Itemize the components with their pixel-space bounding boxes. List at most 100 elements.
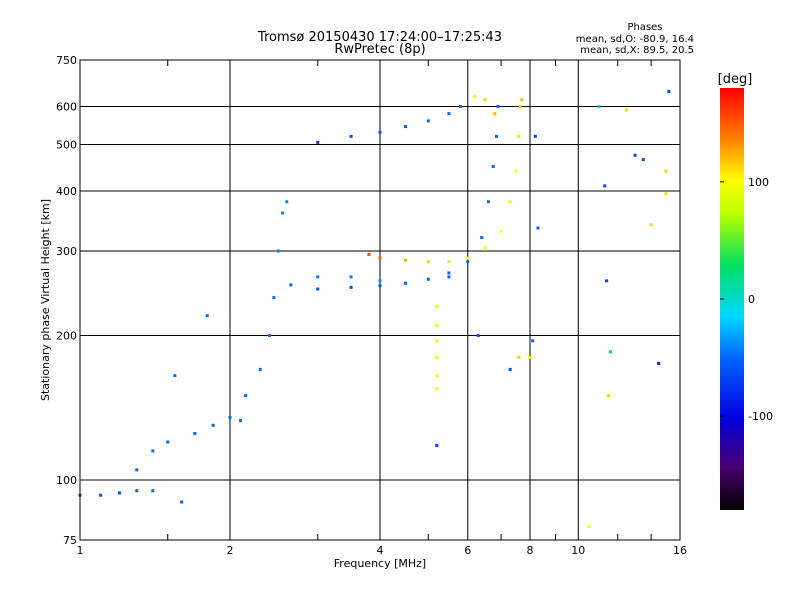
- data-point-0-18: [289, 283, 293, 287]
- data-point-2-12: [528, 355, 532, 359]
- data-point-0-5: [135, 468, 139, 472]
- data-point-2-9: [493, 112, 497, 116]
- y-axis-label: Stationary phase Virtual Height [km]: [39, 199, 52, 401]
- x-tick-label-6: 16: [673, 544, 687, 557]
- data-point-1-7: [499, 229, 503, 233]
- data-point-2-2: [435, 339, 439, 343]
- phases-x-stats: mean, sd,X: 89.5, 20.5: [580, 45, 694, 56]
- data-point-0-9: [211, 423, 215, 427]
- data-point-2-6: [473, 94, 477, 98]
- data-point-2-1: [435, 323, 439, 327]
- data-point-2-5: [435, 387, 439, 391]
- data-point-2-28: [664, 192, 668, 196]
- y-tick-label-3: 300: [56, 245, 77, 258]
- data-point-2-10: [508, 367, 512, 371]
- data-point-0-12: [258, 367, 262, 371]
- data-point-0-6: [151, 449, 155, 453]
- data-point-0-39: [349, 275, 353, 279]
- data-point-0-13: [267, 334, 271, 338]
- colorbar-tick-label-2: -100: [748, 410, 773, 423]
- phases-heading: Phases: [627, 22, 662, 33]
- y-tick-label-5: 500: [56, 139, 77, 152]
- data-point-2-34: [435, 444, 439, 448]
- data-point-2-26: [657, 361, 661, 365]
- data-point-0-37: [458, 105, 462, 109]
- data-point-0-27: [486, 200, 490, 204]
- data-point-2-15: [536, 226, 540, 230]
- data-point-0-15: [276, 249, 280, 253]
- y-tick-label-7: 750: [56, 54, 77, 67]
- data-point-2-22: [625, 108, 629, 112]
- data-point-0-22: [403, 281, 407, 285]
- data-point-0-2: [117, 491, 121, 495]
- data-point-0-24: [447, 271, 451, 275]
- data-point-2-18: [603, 184, 607, 188]
- x-tick-label-1: 2: [227, 544, 234, 557]
- data-point-2-31: [173, 374, 177, 378]
- y-tick-label-2: 200: [56, 330, 77, 343]
- data-point-2-21: [608, 350, 612, 354]
- data-point-2-20: [607, 394, 611, 398]
- data-point-2-0: [435, 304, 439, 308]
- data-point-2-27: [664, 169, 668, 173]
- data-point-0-32: [349, 134, 353, 138]
- data-point-2-35: [447, 275, 451, 279]
- data-point-2-29: [667, 89, 671, 93]
- data-point-1-5: [466, 256, 470, 260]
- data-point-0-28: [491, 164, 495, 168]
- data-point-2-24: [641, 158, 645, 162]
- data-point-0-23: [426, 277, 430, 281]
- data-point-1-11: [518, 105, 522, 109]
- colorbar-label: [deg]: [718, 72, 753, 87]
- axis-ticks: 1 2 4 6 8 10 16 75 100 200 300 400 500 600 750: [56, 54, 687, 557]
- data-point-0-25: [466, 260, 470, 264]
- data-point-2-30: [205, 314, 209, 318]
- data-point-2-11: [517, 355, 521, 359]
- chart-subtitle: RwPretec (8p): [334, 42, 425, 57]
- data-point-2-8: [483, 98, 487, 102]
- data-point-1-2: [403, 258, 407, 262]
- data-point-1-10: [517, 134, 521, 138]
- data-point-0-26: [480, 236, 484, 240]
- data-point-2-13: [531, 339, 535, 343]
- data-point-0-1: [99, 493, 103, 497]
- data-point-1-9: [514, 169, 518, 173]
- data-point-0-17: [285, 200, 289, 204]
- data-point-2-19: [605, 279, 609, 283]
- data-point-2-25: [649, 223, 653, 227]
- colorbar-tick-label-0: 100: [748, 176, 769, 189]
- chart-title: Tromsø 20150430 17:24:00–17:25:43: [257, 30, 502, 45]
- data-point-0-40: [378, 279, 382, 283]
- y-tick-label-1: 100: [56, 474, 77, 487]
- y-tick-label-6: 600: [56, 101, 77, 114]
- grid-lines: [80, 60, 680, 540]
- y-tick-label-4: 400: [56, 185, 77, 198]
- x-tick-label-4: 8: [527, 544, 534, 557]
- data-point-0-4: [151, 489, 155, 493]
- phases-o-stats: mean, sd,O: -80.9, 16.4: [576, 34, 694, 45]
- data-point-0-38: [316, 275, 320, 279]
- colorbar-tick-label-1: 0: [748, 293, 755, 306]
- data-point-1-6: [483, 246, 487, 250]
- data-point-0-8: [193, 432, 197, 436]
- x-axis-label: Frequency [MHz]: [334, 557, 426, 570]
- data-point-2-23: [633, 153, 637, 157]
- data-point-1-0: [367, 253, 371, 257]
- data-point-2-3: [435, 355, 439, 359]
- data-point-0-11: [244, 394, 248, 398]
- data-point-2-7: [476, 334, 480, 338]
- data-point-1-12: [520, 98, 524, 102]
- plot-frame: [79, 59, 681, 541]
- data-point-0-30: [496, 105, 500, 109]
- x-tick-label-5: 10: [571, 544, 585, 557]
- data-points: [78, 89, 671, 529]
- data-point-1-3: [426, 260, 430, 264]
- data-point-0-21: [378, 284, 382, 288]
- data-point-0-33: [378, 130, 382, 134]
- x-tick-label-2: 4: [377, 544, 384, 557]
- data-point-2-17: [597, 105, 601, 109]
- data-point-0-14: [272, 296, 276, 300]
- data-point-2-16: [587, 525, 591, 529]
- x-tick-label-3: 6: [464, 544, 471, 557]
